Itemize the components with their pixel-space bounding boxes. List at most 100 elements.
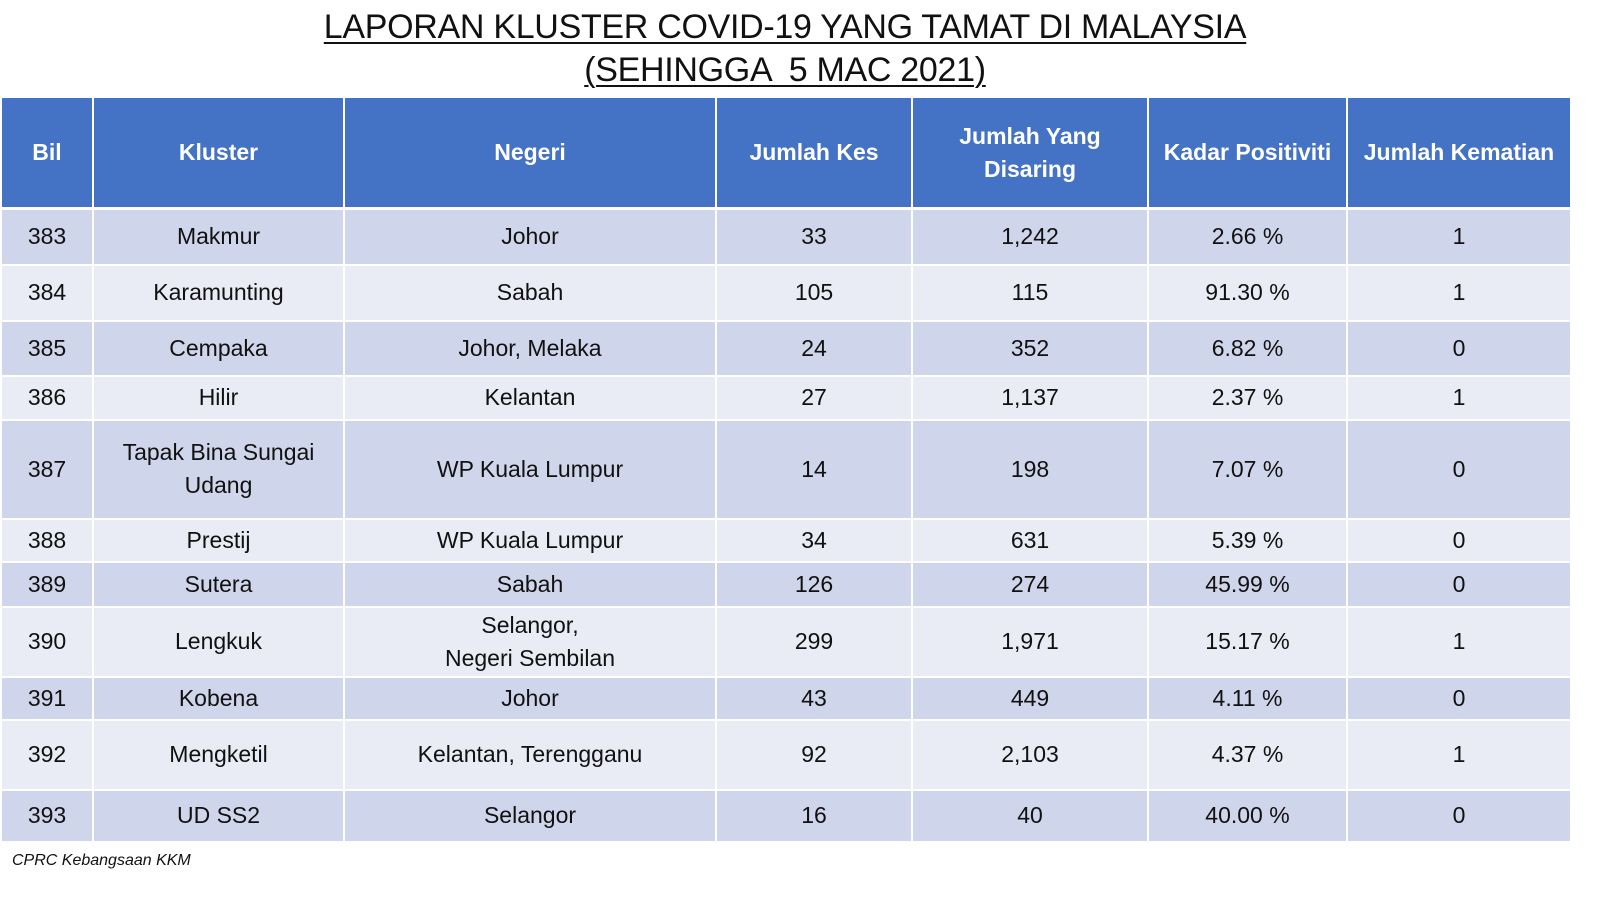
cell-kadar-positiviti: 15.17 %: [1147, 605, 1348, 678]
cell-jumlah-disaring: 1,242: [911, 207, 1149, 266]
cluster-report-table: Bil Kluster Negeri Jumlah Kes Jumlah Yan…: [0, 96, 1572, 843]
cell-jumlah-disaring: 449: [911, 675, 1149, 721]
cell-jumlah-kematian: 1: [1346, 207, 1572, 266]
cell-negeri: Selangor, Negeri Sembilan: [343, 605, 717, 678]
table-row: 385 Cempaka Johor, Melaka 24 352 6.82 % …: [0, 319, 1572, 377]
table-row: 387 Tapak Bina Sungai Udang WP Kuala Lum…: [0, 418, 1572, 520]
cell-jumlah-kes: 14: [715, 418, 913, 520]
cell-bil: 384: [0, 263, 94, 322]
cell-kluster: Makmur: [92, 207, 345, 266]
table-row: 389 Sutera Sabah 126 274 45.99 % 0: [0, 560, 1572, 608]
cell-jumlah-kes: 16: [715, 788, 913, 843]
cell-jumlah-kes: 27: [715, 374, 913, 421]
cell-jumlah-kematian: 0: [1346, 675, 1572, 721]
cell-negeri: WP Kuala Lumpur: [343, 517, 717, 563]
cell-jumlah-kes: 24: [715, 319, 913, 377]
cell-bil: 388: [0, 517, 94, 563]
column-header-kluster: Kluster: [92, 96, 345, 210]
cell-jumlah-kematian: 0: [1346, 788, 1572, 843]
column-header-jumlah-disaring: Jumlah Yang Disaring: [911, 96, 1149, 210]
cell-negeri: WP Kuala Lumpur: [343, 418, 717, 520]
cell-negeri: Johor, Melaka: [343, 319, 717, 377]
cell-negeri: Selangor: [343, 788, 717, 843]
cell-negeri: Johor: [343, 207, 717, 266]
column-header-jumlah-kematian: Jumlah Kematian: [1346, 96, 1572, 210]
cell-kluster: Mengketil: [92, 718, 345, 791]
cell-bil: 383: [0, 207, 94, 266]
cell-jumlah-disaring: 1,137: [911, 374, 1149, 421]
cell-jumlah-disaring: 274: [911, 560, 1149, 608]
cell-negeri: Sabah: [343, 263, 717, 322]
page-title: LAPORAN KLUSTER COVID-19 YANG TAMAT DI M…: [0, 6, 1570, 92]
cell-jumlah-kes: 299: [715, 605, 913, 678]
table-row: 392 Mengketil Kelantan, Terengganu 92 2,…: [0, 718, 1572, 791]
cell-jumlah-disaring: 115: [911, 263, 1149, 322]
cell-bil: 387: [0, 418, 94, 520]
cell-kadar-positiviti: 40.00 %: [1147, 788, 1348, 843]
cell-kluster: Tapak Bina Sungai Udang: [92, 418, 345, 520]
cell-jumlah-kematian: 1: [1346, 718, 1572, 791]
cell-bil: 386: [0, 374, 94, 421]
column-header-bil: Bil: [0, 96, 94, 210]
column-header-kadar-positiviti: Kadar Positiviti: [1147, 96, 1348, 210]
cell-jumlah-disaring: 631: [911, 517, 1149, 563]
cell-jumlah-kes: 34: [715, 517, 913, 563]
cell-kluster: Lengkuk: [92, 605, 345, 678]
cell-kluster: Cempaka: [92, 319, 345, 377]
cell-jumlah-disaring: 1,971: [911, 605, 1149, 678]
cell-bil: 392: [0, 718, 94, 791]
title-line-2: (SEHINGGA 5 MAC 2021): [584, 51, 986, 89]
cell-jumlah-kematian: 0: [1346, 418, 1572, 520]
cell-jumlah-disaring: 198: [911, 418, 1149, 520]
table-row: 384 Karamunting Sabah 105 115 91.30 % 1: [0, 263, 1572, 322]
table-header-row: Bil Kluster Negeri Jumlah Kes Jumlah Yan…: [0, 96, 1572, 210]
cell-jumlah-kematian: 0: [1346, 319, 1572, 377]
cell-negeri: Kelantan: [343, 374, 717, 421]
cell-kluster: Sutera: [92, 560, 345, 608]
cell-kadar-positiviti: 6.82 %: [1147, 319, 1348, 377]
cell-jumlah-disaring: 40: [911, 788, 1149, 843]
cell-kadar-positiviti: 91.30 %: [1147, 263, 1348, 322]
cell-jumlah-kematian: 0: [1346, 560, 1572, 608]
cell-kluster: UD SS2: [92, 788, 345, 843]
cell-negeri: Sabah: [343, 560, 717, 608]
cell-kadar-positiviti: 5.39 %: [1147, 517, 1348, 563]
cell-jumlah-kematian: 0: [1346, 517, 1572, 563]
cell-kadar-positiviti: 2.66 %: [1147, 207, 1348, 266]
cell-bil: 385: [0, 319, 94, 377]
cell-jumlah-disaring: 352: [911, 319, 1149, 377]
cell-jumlah-disaring: 2,103: [911, 718, 1149, 791]
cell-bil: 389: [0, 560, 94, 608]
column-header-jumlah-kes: Jumlah Kes: [715, 96, 913, 210]
cell-kadar-positiviti: 7.07 %: [1147, 418, 1348, 520]
cell-jumlah-kes: 43: [715, 675, 913, 721]
cell-jumlah-kes: 126: [715, 560, 913, 608]
table-row: 393 UD SS2 Selangor 16 40 40.00 % 0: [0, 788, 1572, 843]
cell-jumlah-kes: 33: [715, 207, 913, 266]
cell-jumlah-kematian: 1: [1346, 374, 1572, 421]
cell-kadar-positiviti: 4.11 %: [1147, 675, 1348, 721]
title-line-1: LAPORAN KLUSTER COVID-19 YANG TAMAT DI M…: [323, 8, 1247, 46]
source-note: CPRC Kebangsaan KKM: [12, 852, 191, 869]
cell-negeri: Johor: [343, 675, 717, 721]
cell-bil: 391: [0, 675, 94, 721]
cell-negeri: Kelantan, Terengganu: [343, 718, 717, 791]
table-row: 390 Lengkuk Selangor, Negeri Sembilan 29…: [0, 605, 1572, 678]
cell-kadar-positiviti: 2.37 %: [1147, 374, 1348, 421]
cell-kadar-positiviti: 45.99 %: [1147, 560, 1348, 608]
table-row: 386 Hilir Kelantan 27 1,137 2.37 % 1: [0, 374, 1572, 421]
table-row: 383 Makmur Johor 33 1,242 2.66 % 1: [0, 207, 1572, 266]
table-row: 391 Kobena Johor 43 449 4.11 % 0: [0, 675, 1572, 721]
column-header-negeri: Negeri: [343, 96, 717, 210]
cell-jumlah-kes: 105: [715, 263, 913, 322]
cell-kluster: Kobena: [92, 675, 345, 721]
cell-jumlah-kematian: 1: [1346, 263, 1572, 322]
cell-kadar-positiviti: 4.37 %: [1147, 718, 1348, 791]
cell-kluster: Prestij: [92, 517, 345, 563]
cell-bil: 390: [0, 605, 94, 678]
cell-jumlah-kes: 92: [715, 718, 913, 791]
cell-kluster: Hilir: [92, 374, 345, 421]
table-row: 388 Prestij WP Kuala Lumpur 34 631 5.39 …: [0, 517, 1572, 563]
cell-kluster: Karamunting: [92, 263, 345, 322]
table-body: 383 Makmur Johor 33 1,242 2.66 % 1 384 K…: [0, 207, 1572, 843]
